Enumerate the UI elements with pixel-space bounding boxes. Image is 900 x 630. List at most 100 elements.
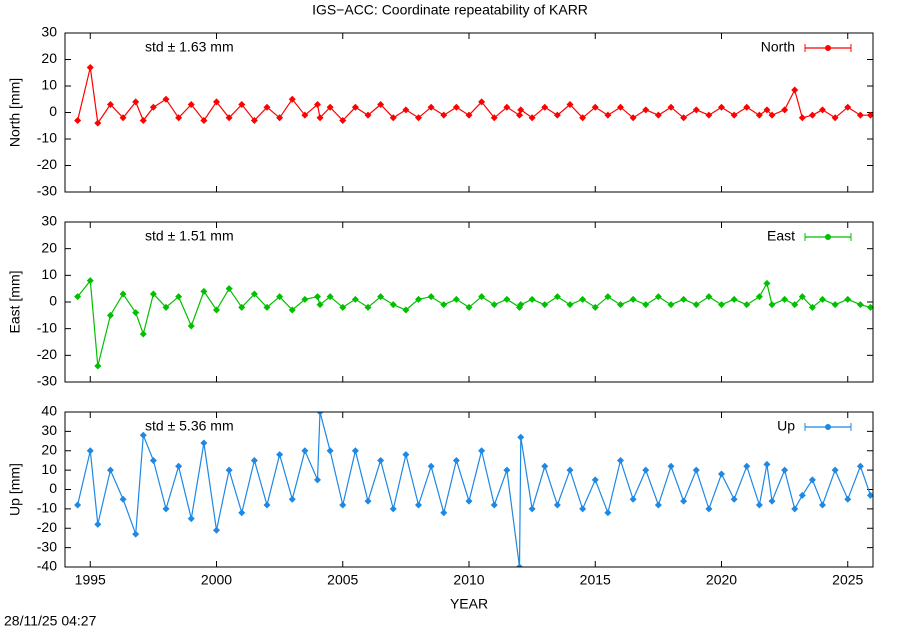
data-point	[427, 293, 435, 301]
y-tick-label: 0	[49, 103, 57, 119]
data-point	[743, 301, 751, 309]
data-point	[288, 495, 296, 503]
data-point	[617, 103, 624, 111]
data-point	[139, 330, 147, 338]
data-point	[517, 433, 525, 441]
data-point	[162, 303, 170, 311]
data-point	[798, 293, 806, 301]
data-point	[301, 295, 309, 303]
data-point	[579, 505, 587, 513]
data-point	[692, 106, 700, 114]
data-point	[162, 95, 170, 103]
data-point	[187, 515, 195, 523]
data-point	[276, 114, 284, 122]
data-point	[528, 114, 536, 122]
data-point	[718, 103, 725, 111]
data-point	[263, 501, 271, 509]
data-point	[94, 520, 102, 528]
data-point	[339, 501, 347, 509]
y-tick-label: 30	[41, 24, 57, 40]
data-point	[680, 295, 688, 303]
data-point	[452, 103, 460, 111]
data-point	[503, 103, 511, 111]
annotation: std ± 1.51 mm	[145, 228, 234, 244]
data-point	[238, 303, 246, 311]
y-tick-label: 10	[41, 461, 57, 477]
data-point	[856, 111, 864, 119]
data-point	[339, 116, 347, 124]
annotation: std ± 1.63 mm	[145, 39, 234, 55]
data-point	[465, 497, 473, 505]
data-point	[629, 114, 637, 122]
data-point	[440, 301, 448, 309]
data-point	[402, 306, 410, 314]
data-point	[86, 447, 94, 455]
data-point	[844, 495, 852, 503]
data-point	[654, 111, 662, 119]
data-point	[238, 509, 246, 517]
data-point	[465, 111, 473, 119]
data-point	[654, 501, 662, 509]
data-point	[791, 301, 799, 309]
series-line	[77, 279, 871, 367]
data-point	[288, 95, 296, 103]
data-point	[781, 295, 789, 303]
y-tick-label: -20	[37, 519, 57, 535]
y-tick-label: 0	[49, 293, 57, 309]
data-point	[692, 466, 700, 474]
data-point	[200, 287, 208, 295]
x-tick-label: 2025	[832, 572, 863, 588]
data-point	[149, 290, 157, 298]
data-point	[175, 462, 183, 470]
y-tick-label: 10	[41, 266, 57, 282]
data-point	[541, 103, 549, 111]
data-point	[503, 295, 511, 303]
data-point	[755, 501, 763, 509]
data-point	[768, 497, 776, 505]
data-point	[654, 293, 662, 301]
x-tick-label: 2020	[706, 572, 737, 588]
data-point	[844, 103, 852, 111]
data-point	[364, 111, 372, 119]
y-tick-label: -30	[37, 183, 57, 199]
data-point	[364, 303, 372, 311]
data-point	[314, 476, 321, 484]
data-point	[604, 509, 612, 517]
data-point	[566, 466, 574, 474]
data-point	[175, 293, 183, 301]
data-point	[377, 456, 385, 464]
data-point	[175, 114, 183, 122]
data-point	[798, 491, 806, 499]
data-point	[162, 505, 170, 513]
data-point	[316, 114, 324, 122]
data-point	[591, 476, 599, 484]
data-point	[225, 285, 233, 293]
y-tick-label: 30	[41, 422, 57, 438]
data-point	[74, 501, 82, 509]
series-line	[77, 67, 871, 125]
data-point	[566, 101, 574, 109]
data-point	[791, 86, 799, 94]
plot	[74, 277, 873, 370]
data-point	[132, 309, 140, 317]
data-point	[808, 476, 816, 484]
data-point	[591, 303, 599, 311]
data-point	[866, 111, 873, 119]
legend-label: East	[767, 228, 795, 244]
data-point	[629, 295, 637, 303]
data-point	[415, 501, 422, 509]
y-tick-label: -10	[37, 319, 57, 335]
y-tick-label: -10	[37, 500, 57, 516]
data-point	[402, 106, 410, 114]
data-point	[819, 106, 826, 114]
plot-frame	[64, 221, 874, 383]
data-point	[856, 462, 864, 470]
data-point	[326, 103, 334, 111]
data-point	[314, 101, 321, 109]
data-point	[427, 462, 435, 470]
data-point	[250, 290, 258, 298]
data-point	[579, 295, 587, 303]
data-point	[106, 311, 114, 319]
data-point	[139, 431, 147, 439]
